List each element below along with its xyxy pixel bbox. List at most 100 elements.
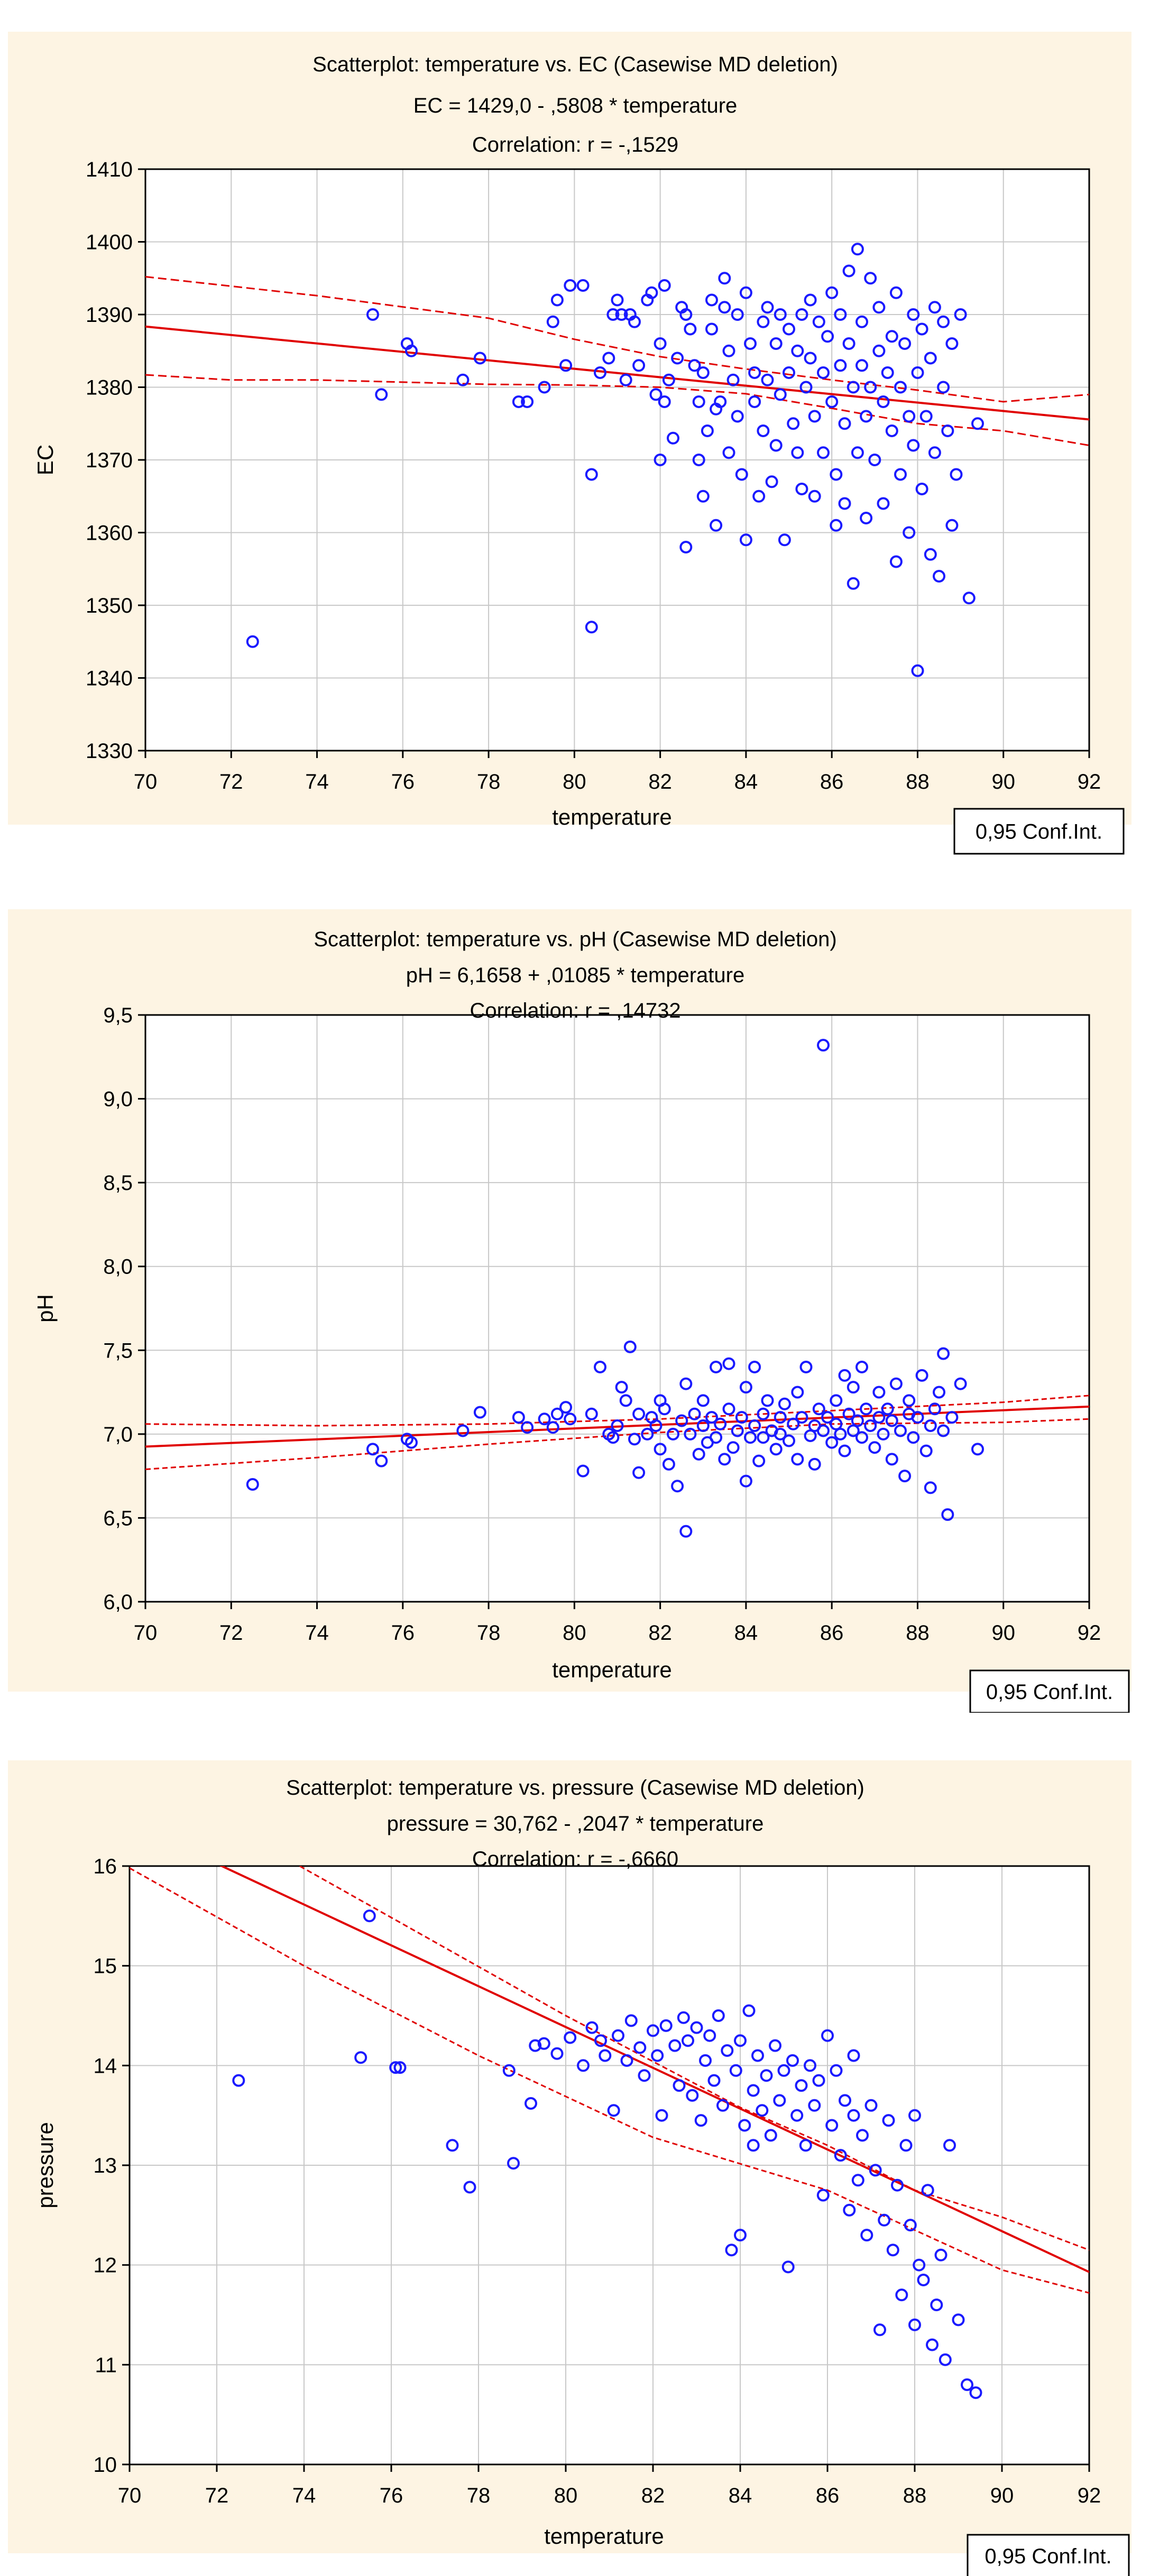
confidence-band-upper [145, 276, 1089, 403]
data-point [649, 388, 663, 401]
grid-lines [145, 1015, 1089, 1602]
data-point [834, 308, 847, 321]
data-point [612, 2029, 624, 2042]
data-point [928, 1402, 941, 1416]
data-point [882, 2114, 895, 2127]
data-point [834, 2149, 847, 2162]
data-point [735, 468, 748, 481]
data-point [744, 1431, 757, 1444]
data-point [834, 1427, 847, 1441]
data-point [641, 1427, 654, 1441]
y-tick-label: 1330 [86, 740, 133, 763]
data-point [924, 352, 937, 365]
data-point [722, 1402, 735, 1416]
data-point [632, 1407, 646, 1420]
data-point [521, 395, 534, 408]
data-point [791, 344, 804, 357]
data-point [585, 1407, 598, 1420]
data-point [971, 1443, 984, 1456]
data-point [791, 1386, 804, 1399]
data-point [576, 1464, 590, 1478]
data-point [718, 301, 731, 314]
data-point [821, 2029, 834, 2042]
chart-panel-pressure: 70 72 74 76 78 80 82 84 86 88 90 92 10 11 12 13 14 15 16 Sc… [0, 1739, 1150, 2576]
y-tick-label: 1400 [86, 231, 133, 254]
data-point [945, 1411, 959, 1424]
data-point [757, 1407, 770, 1420]
x-axis-label: temperature [552, 805, 671, 829]
data-point [911, 366, 924, 379]
data-point [950, 468, 963, 481]
x-tick-label: 86 [820, 770, 844, 793]
y-tick-label: 9,5 [103, 1004, 133, 1027]
x-tick-label: 82 [648, 770, 672, 793]
data-point [620, 2054, 633, 2067]
data-point [928, 301, 941, 314]
data-point [594, 1361, 606, 1373]
data-point [855, 1431, 868, 1444]
data-point [655, 2109, 668, 2122]
data-point [939, 2353, 952, 2366]
data-point [735, 1411, 748, 1424]
data-point [864, 1419, 877, 1432]
data-point [915, 322, 928, 336]
data-point [739, 533, 752, 547]
data-point [654, 337, 667, 350]
data-point [705, 322, 718, 336]
legend-label: 0,95 Conf.Int. [976, 820, 1102, 844]
regression-line [219, 1866, 1089, 2273]
y-tick-label: 8,0 [103, 1255, 133, 1279]
x-tick-label: 82 [648, 1621, 672, 1645]
x-tick-label: 76 [391, 770, 415, 793]
data-point [817, 1039, 830, 1052]
data-point [915, 1369, 928, 1382]
regression-equation: pH = 6,1658 + ,01085 * temperature [406, 964, 744, 987]
data-point [679, 1525, 693, 1538]
data-point [619, 1394, 632, 1407]
data-point [804, 1429, 817, 1442]
data-point [684, 1427, 697, 1441]
data-point [662, 373, 675, 386]
data-point [512, 395, 525, 408]
y-tick-label: 6,0 [103, 1591, 133, 1614]
data-point [734, 2229, 747, 2242]
y-tick-label: 7,5 [103, 1339, 133, 1362]
data-point [606, 1431, 620, 1444]
data-point [808, 410, 821, 423]
data-point [576, 279, 590, 292]
data-point [654, 454, 667, 466]
x-tick-label: 84 [734, 1621, 758, 1645]
data-point [734, 2034, 747, 2047]
data-point [623, 1340, 637, 1353]
data-point [898, 337, 912, 350]
data-point [891, 2178, 904, 2192]
regression-equation: EC = 1429,0 - ,5808 * temperature [413, 94, 738, 117]
y-tick-label: 14 [94, 2054, 117, 2078]
data-point [679, 541, 693, 553]
data-point [632, 1466, 646, 1479]
data-point [714, 1417, 727, 1430]
data-point [885, 330, 898, 343]
data-point [710, 1361, 723, 1373]
data-point [747, 2084, 760, 2097]
data-point [647, 2024, 659, 2037]
data-point [941, 424, 954, 437]
data-point [894, 1424, 907, 1437]
data-point [873, 2323, 886, 2337]
data-point [842, 264, 855, 278]
data-point [606, 308, 620, 321]
data-layer [145, 1039, 1089, 1538]
data-point [825, 2119, 839, 2132]
data-point [512, 1411, 525, 1424]
data-point [919, 1444, 933, 1457]
data-point [731, 410, 744, 423]
data-point [774, 308, 787, 321]
data-point [632, 359, 646, 372]
data-point [787, 417, 800, 430]
data-point [375, 388, 388, 401]
data-point [611, 293, 624, 307]
data-point [894, 468, 907, 481]
data-point [847, 2049, 860, 2062]
data-point [774, 388, 787, 401]
data-point [878, 2213, 891, 2227]
